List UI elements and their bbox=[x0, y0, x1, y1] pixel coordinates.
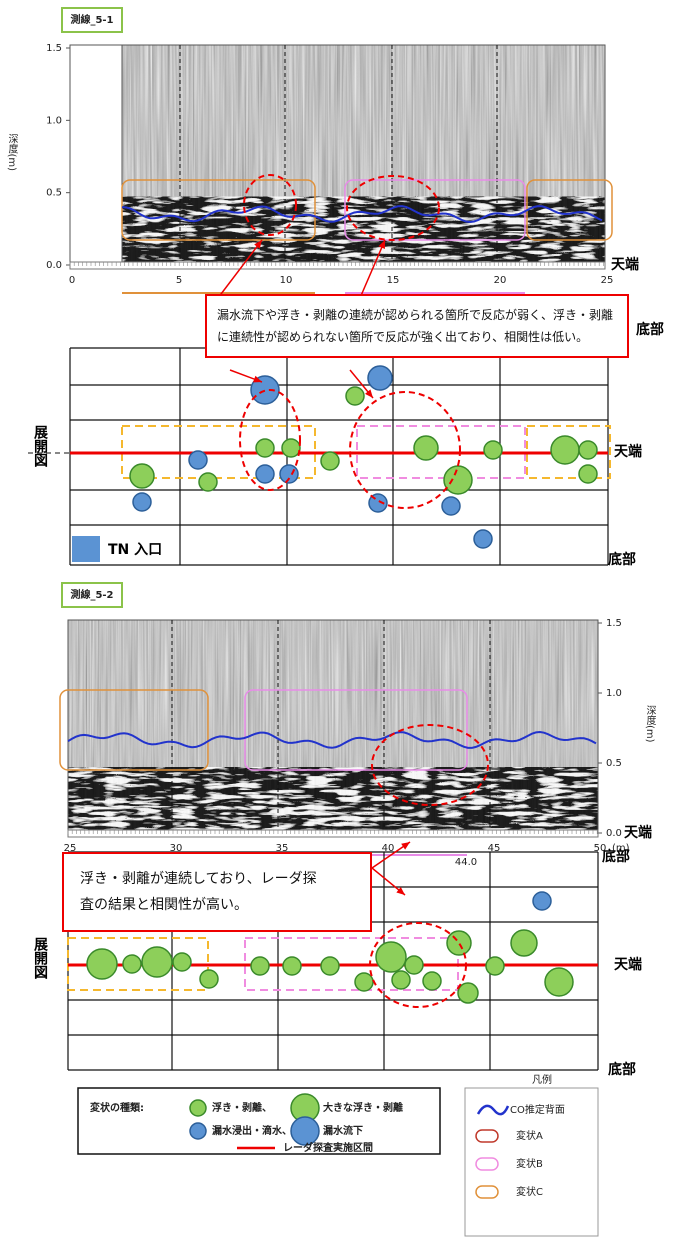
arrow-head bbox=[401, 842, 410, 850]
legend-text: 変状B bbox=[516, 1157, 543, 1170]
legend-text: 漏水浸出・滴水、 bbox=[212, 1124, 292, 1137]
defect-marker bbox=[251, 957, 269, 975]
depth-label: 深度(m) bbox=[6, 133, 18, 171]
plan-top-label: 天端 bbox=[614, 443, 642, 460]
distance-tick-label: 0 bbox=[69, 275, 75, 286]
defect-marker bbox=[256, 439, 274, 457]
defect-marker bbox=[423, 972, 441, 990]
legend-title: 変状の種類: bbox=[90, 1101, 144, 1114]
radar-bottom-label: 底部 bbox=[602, 848, 630, 865]
defect-marker bbox=[579, 465, 597, 483]
depth-tick-label: 1.5 bbox=[606, 618, 622, 629]
distance-tick-label: 20 bbox=[494, 275, 507, 286]
defect-marker bbox=[283, 957, 301, 975]
defect-marker bbox=[579, 441, 597, 459]
depth-tick-label: 1.0 bbox=[606, 688, 622, 699]
entrance-label: TN 入口 bbox=[108, 542, 162, 558]
defect-marker bbox=[511, 930, 537, 956]
entrance-marker bbox=[72, 536, 100, 562]
depth-tick-label: 0.0 bbox=[46, 260, 62, 271]
defect-marker bbox=[142, 947, 172, 977]
depth-label: 深度(m) bbox=[644, 705, 656, 743]
defect-marker bbox=[545, 968, 573, 996]
defect-marker bbox=[447, 931, 471, 955]
plan-bottom-label: 底部 bbox=[608, 551, 636, 568]
defect-marker bbox=[291, 1117, 319, 1145]
depth-tick-label: 0.5 bbox=[606, 758, 622, 769]
defect-marker bbox=[133, 493, 151, 511]
defect-marker bbox=[444, 466, 472, 494]
depth-tick-label: 0.5 bbox=[46, 188, 62, 199]
radar-top-label: 天端 bbox=[611, 256, 639, 273]
section-mark: 44.0 bbox=[455, 857, 477, 868]
callout: 浮き・剥離が連続しており、レーダ探査の結果と相関性が高い。 bbox=[62, 852, 372, 932]
defect-marker bbox=[474, 530, 492, 548]
figure: 測線_5-11.51.00.50.0深度(m)0510152025天端底部展開図… bbox=[0, 0, 686, 1238]
defect-marker bbox=[190, 1100, 206, 1116]
defect-marker bbox=[414, 436, 438, 460]
distance-tick-label: 15 bbox=[387, 275, 400, 286]
defect-marker bbox=[199, 473, 217, 491]
page: 測線_5-11.51.00.50.0深度(m)0510152025天端底部展開図… bbox=[0, 0, 686, 1238]
defect-marker bbox=[405, 956, 423, 974]
defect-marker bbox=[321, 452, 339, 470]
defect-marker bbox=[376, 942, 406, 972]
defect-marker bbox=[346, 387, 364, 405]
legend-text: 変状A bbox=[516, 1129, 543, 1142]
plan-label: 展開図 bbox=[32, 425, 48, 468]
blank bbox=[70, 45, 122, 262]
plan-top-label: 天端 bbox=[614, 956, 642, 973]
plan-label: 展開図 bbox=[32, 937, 48, 980]
defect-marker bbox=[189, 451, 207, 469]
defect-marker bbox=[130, 464, 154, 488]
depth-tick-label: 0.0 bbox=[606, 828, 622, 839]
ruler bbox=[70, 262, 605, 269]
defect-marker bbox=[484, 441, 502, 459]
defect-marker bbox=[321, 957, 339, 975]
defect-marker bbox=[123, 955, 141, 973]
section-title: 測線_5-1 bbox=[70, 13, 113, 26]
defect-marker bbox=[173, 953, 191, 971]
radar-bottom-label: 底部 bbox=[636, 321, 664, 338]
legend-text: 大きな浮き・剥離 bbox=[323, 1101, 403, 1114]
defect-marker bbox=[368, 366, 392, 390]
radar-image bbox=[68, 767, 598, 830]
radar-top-label: 天端 bbox=[624, 824, 652, 841]
legend-text: 漏水流下 bbox=[323, 1124, 363, 1137]
legend-box bbox=[78, 1088, 440, 1154]
distance-tick-label: 5 bbox=[176, 275, 182, 286]
defect-marker bbox=[392, 971, 410, 989]
legend-text: 浮き・剥離、 bbox=[212, 1101, 272, 1114]
defect-marker bbox=[355, 973, 373, 991]
defect-marker bbox=[551, 436, 579, 464]
defect-marker bbox=[282, 439, 300, 457]
distance-tick-label: 10 bbox=[280, 275, 293, 286]
depth-tick-label: 1.5 bbox=[46, 43, 62, 54]
section-title: 測線_5-2 bbox=[70, 588, 113, 601]
legend-text: レーダ探査実施区間 bbox=[283, 1141, 373, 1154]
defect-marker bbox=[486, 957, 504, 975]
callout: 漏水流下や浮き・剥離の連続が認められる箇所で反応が弱く、浮き・剥離に連続性が認め… bbox=[205, 294, 629, 358]
defect-marker bbox=[256, 465, 274, 483]
defect-marker bbox=[442, 497, 460, 515]
plan-bottom-label: 底部 bbox=[608, 1061, 636, 1078]
depth-tick-label: 1.0 bbox=[46, 115, 62, 126]
distance-tick-label: 25 bbox=[601, 275, 614, 286]
defect-marker bbox=[190, 1123, 206, 1139]
legend-text: CO推定背面 bbox=[510, 1103, 565, 1116]
defect-marker bbox=[533, 892, 551, 910]
legend-caption: 凡例 bbox=[532, 1073, 552, 1086]
defect-marker bbox=[200, 970, 218, 988]
legend-text: 変状C bbox=[516, 1185, 543, 1198]
defect-marker bbox=[458, 983, 478, 1003]
defect-marker bbox=[87, 949, 117, 979]
